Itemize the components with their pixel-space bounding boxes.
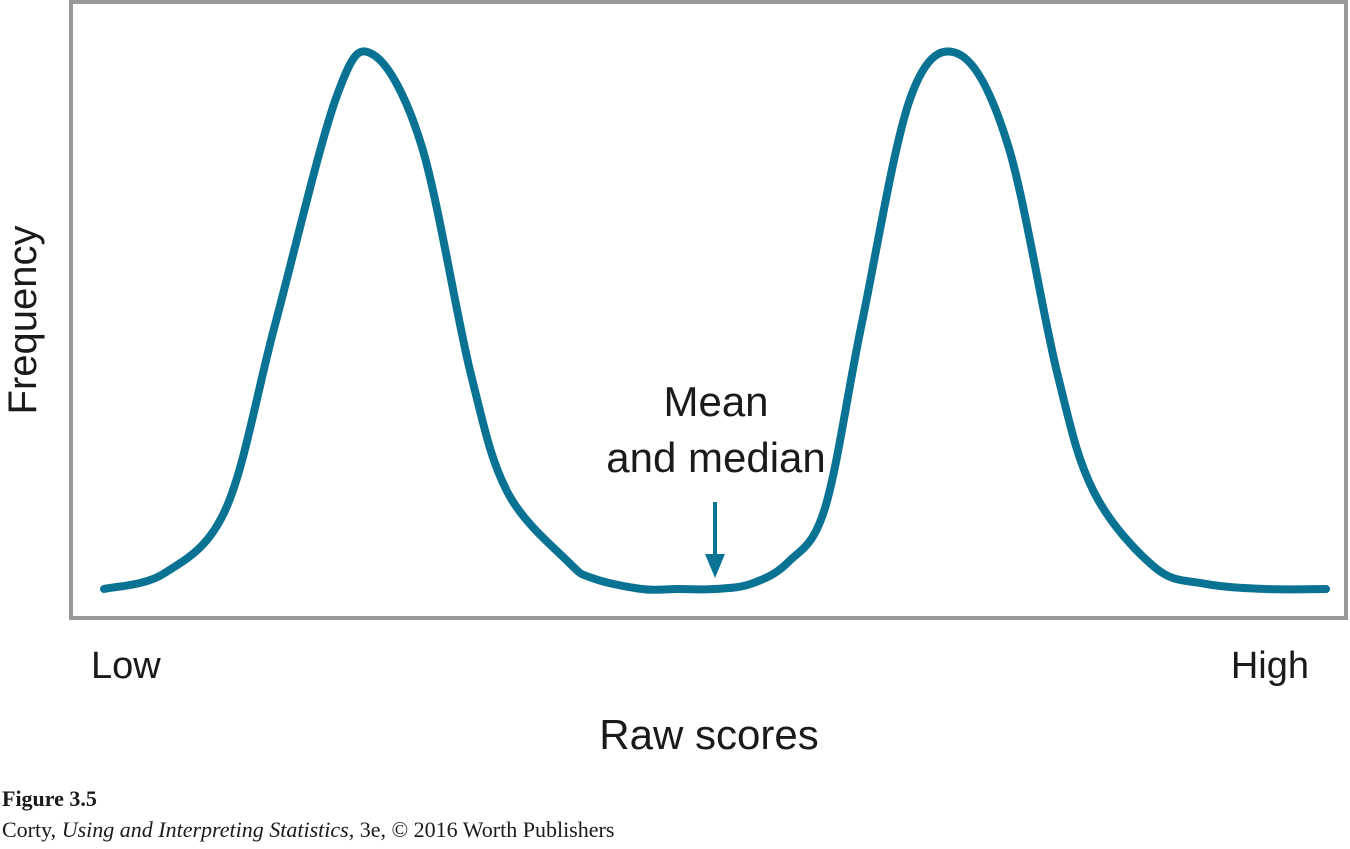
annotation-text-and-median: and median [606,434,826,481]
x-tick-label-high: High [1231,645,1309,687]
x-tick-label-low: Low [91,645,161,687]
credit-author: Corty, [2,817,62,842]
annotation-arrow-head [705,554,725,578]
series-line [100,47,1330,594]
annotation-text-mean: Mean [663,378,768,425]
credit-book-title: Using and Interpreting Statistics, [61,817,355,842]
plot-frame [69,0,1348,620]
mean-median-annotation: Mean and median [606,378,826,578]
x-axis-label: Raw scores [599,711,818,758]
y-axis-label: Frequency [1,226,45,415]
figure-credit: Corty, Using and Interpreting Statistics… [2,817,614,843]
figure-number: Figure 3.5 [2,786,97,811]
credit-rest: 3e, © 2016 Worth Publishers [354,817,615,842]
